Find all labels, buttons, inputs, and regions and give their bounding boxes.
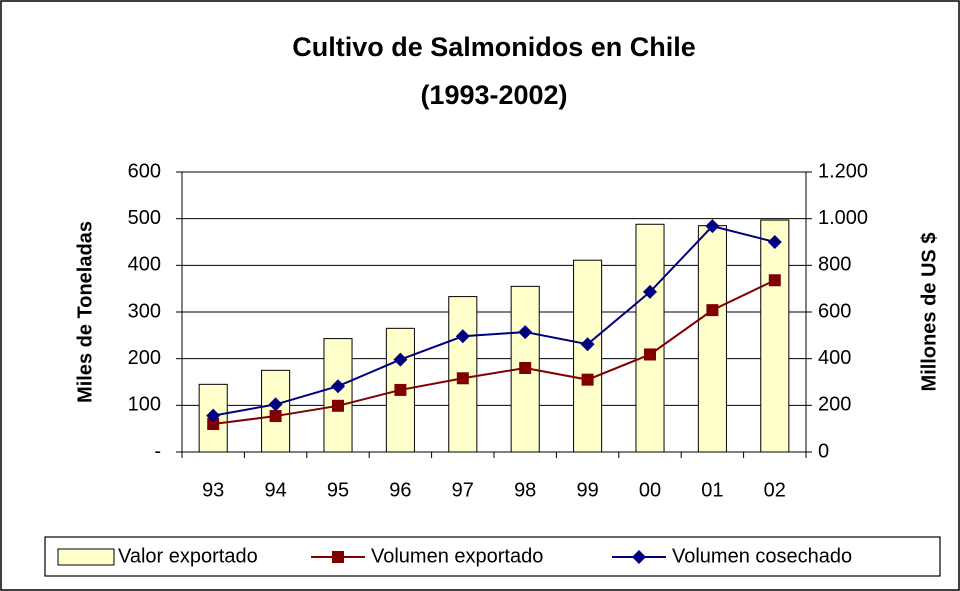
marker bbox=[456, 372, 469, 385]
y-tick-label: - bbox=[154, 440, 161, 462]
bar bbox=[635, 223, 665, 453]
x-tick-label: 98 bbox=[514, 479, 536, 501]
marker bbox=[644, 348, 656, 361]
legend-marker bbox=[332, 551, 344, 563]
x-tick-label: 97 bbox=[452, 479, 474, 501]
y2-tick-label: 0 bbox=[818, 440, 829, 462]
marker bbox=[207, 418, 220, 430]
line bbox=[213, 279, 776, 425]
marker bbox=[519, 362, 532, 374]
chart-subtitle: (1993-2002) bbox=[420, 80, 567, 110]
marker bbox=[393, 352, 408, 367]
marker bbox=[643, 284, 657, 299]
marker bbox=[331, 379, 345, 394]
marker bbox=[581, 373, 594, 386]
y2-axis-label: Millones de US $ bbox=[918, 233, 940, 392]
chart-title: Cultivo de Salmonidos en Chile bbox=[292, 32, 696, 62]
legend-marker bbox=[632, 550, 646, 564]
y2-tick-label: 800 bbox=[818, 254, 851, 276]
y-tick-label: 100 bbox=[128, 394, 161, 416]
x-tick-label: 02 bbox=[764, 479, 786, 501]
y2-tick-label: 1.200 bbox=[818, 160, 868, 182]
marker bbox=[768, 274, 781, 287]
legend-box bbox=[44, 536, 941, 577]
x-tick-label: 99 bbox=[576, 479, 598, 501]
marker bbox=[706, 304, 719, 317]
marker bbox=[332, 399, 344, 412]
x-tick-label: 96 bbox=[389, 479, 411, 501]
bar bbox=[385, 327, 415, 453]
legend-label: Valor exportado bbox=[118, 545, 258, 567]
bar bbox=[697, 225, 727, 453]
y-tick-label: 400 bbox=[128, 254, 161, 276]
marker bbox=[518, 325, 533, 340]
marker bbox=[705, 219, 720, 234]
y2-tick-label: 200 bbox=[818, 394, 851, 416]
bar bbox=[760, 219, 790, 453]
x-tick-label: 01 bbox=[701, 479, 723, 501]
bar bbox=[573, 259, 603, 453]
y2-tick-label: 600 bbox=[818, 300, 851, 322]
legend-swatch bbox=[57, 548, 115, 566]
marker bbox=[269, 410, 282, 423]
x-tick-label: 94 bbox=[264, 479, 286, 501]
legend-label: Volumen cosechado bbox=[672, 545, 852, 567]
marker bbox=[394, 383, 407, 396]
marker bbox=[580, 337, 595, 352]
marker bbox=[455, 329, 470, 344]
x-tick-label: 00 bbox=[639, 479, 661, 501]
y2-tick-label: 400 bbox=[818, 347, 851, 369]
line bbox=[213, 225, 776, 417]
y-tick-label: 500 bbox=[128, 207, 161, 229]
bar bbox=[323, 338, 353, 453]
x-tick-label: 93 bbox=[202, 479, 224, 501]
y-tick-label: 300 bbox=[128, 300, 161, 322]
y-axis-label: Miles de Toneladas bbox=[74, 221, 96, 403]
marker bbox=[268, 397, 283, 412]
legend-label: Volumen exportado bbox=[371, 545, 543, 567]
y2-tick-label: 1.000 bbox=[818, 207, 868, 229]
marker bbox=[767, 235, 782, 249]
marker bbox=[206, 408, 221, 423]
y-tick-label: 600 bbox=[128, 160, 161, 182]
x-tick-label: 95 bbox=[327, 479, 349, 501]
y-tick-label: 200 bbox=[128, 347, 161, 369]
